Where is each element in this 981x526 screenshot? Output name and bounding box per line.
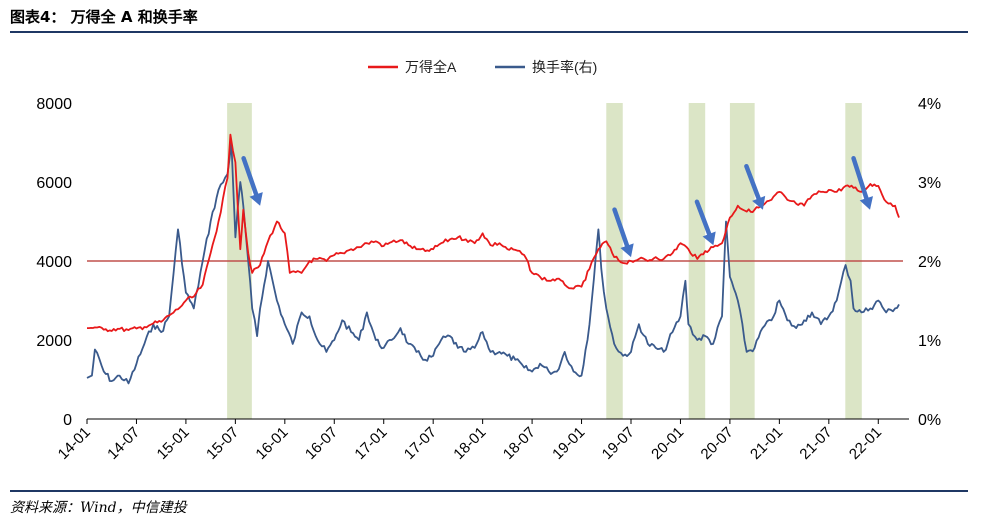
x-tick-label: 19-01: [549, 424, 588, 463]
x-tick-label: 16-01: [252, 424, 291, 463]
x-tick-label: 22-01: [846, 424, 885, 463]
x-tick-label: 16-07: [302, 424, 341, 463]
x-tick-label: 20-01: [648, 424, 687, 463]
x-tick-label: 15-01: [154, 424, 193, 463]
trend-arrows: [241, 156, 873, 258]
series-line-turnover: [86, 141, 900, 385]
y-left-tick-label: 4000: [36, 254, 72, 271]
y-right-tick-label: 4%: [918, 96, 941, 113]
legend-label-wande: 万得全A: [405, 59, 457, 75]
source-note: 资料来源：Wind，中信建投: [10, 500, 187, 516]
trend-arrow-head-1: [620, 243, 634, 258]
x-tick-label: 18-07: [500, 424, 539, 463]
y-right-tick-label: 3%: [918, 175, 941, 192]
x-tick-label: 21-01: [747, 424, 786, 463]
y-right-tick-label: 1%: [918, 333, 941, 350]
series-lines: [86, 133, 900, 385]
trend-arrow-shaft-2: [694, 199, 712, 237]
bottom-rule: [10, 490, 968, 492]
figure-title: 图表4： 万得全 A 和换手率: [10, 8, 198, 26]
y-left-tick-label: 2000: [36, 333, 72, 350]
x-tick-label: 14-07: [104, 424, 143, 463]
trend-arrow-shaft-4: [851, 156, 869, 201]
legend: 万得全A 换手率(右): [368, 59, 597, 75]
trend-arrow-shaft-1: [612, 207, 630, 248]
x-tick-label: 21-07: [796, 424, 835, 463]
x-tick-label: 18-01: [450, 424, 489, 463]
trend-arrow-head-2: [702, 231, 716, 246]
y-left-tick-label: 0: [63, 412, 72, 429]
x-tick-label: 15-07: [203, 424, 242, 463]
trend-arrow-shaft-3: [744, 163, 761, 201]
legend-label-turnover: 换手率(右): [532, 59, 597, 75]
x-tick-label: 17-01: [351, 424, 390, 463]
x-tick-label: 19-07: [599, 424, 638, 463]
y-right-tick-label: 0%: [918, 412, 941, 429]
y-right-tick-label: 2%: [918, 254, 941, 271]
chart-svg: 0 2000 4000 6000 8000 0% 1% 2% 3% 4% 14-01 14-07 15-…: [36, 59, 941, 463]
y-left-tick-label: 6000: [36, 175, 72, 192]
x-tick-label: 17-07: [401, 424, 440, 463]
trend-arrow-head-3: [752, 195, 766, 210]
trend-arrow-head-0: [249, 192, 263, 206]
y-left-tick-label: 8000: [36, 96, 72, 113]
top-rule: [10, 31, 968, 33]
x-tick-label: 20-07: [698, 424, 737, 463]
trend-arrow-head-4: [859, 196, 873, 210]
x-tick-label: 14-01: [55, 424, 94, 463]
trend-arrow-shaft-0: [241, 156, 259, 197]
